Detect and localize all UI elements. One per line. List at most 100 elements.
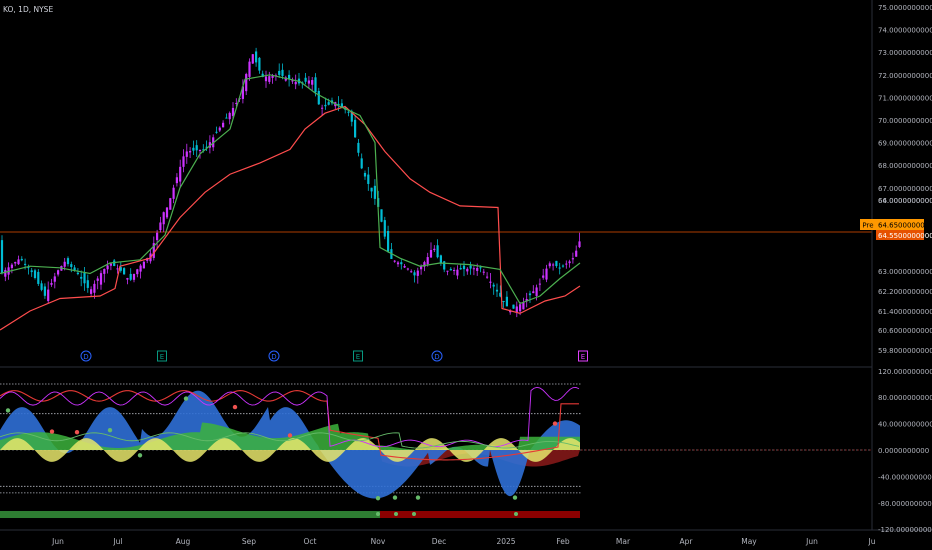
candle-body bbox=[436, 245, 439, 258]
candle-body bbox=[96, 278, 99, 281]
candle-body bbox=[383, 220, 386, 237]
candle-body bbox=[423, 262, 426, 267]
event-marker[interactable]: E bbox=[157, 350, 167, 362]
event-marker[interactable]: D bbox=[268, 350, 280, 362]
candle-body bbox=[532, 291, 535, 294]
candle-body bbox=[129, 273, 132, 280]
candle-body bbox=[235, 102, 238, 104]
slow-ma-line bbox=[0, 105, 581, 331]
candle-body bbox=[80, 276, 83, 279]
candle-body bbox=[482, 271, 485, 273]
candle-body bbox=[172, 187, 175, 199]
oscillator-axis[interactable]: 120.0000000000 80.0000000000 40.0000000000… bbox=[878, 368, 932, 534]
candle-body bbox=[327, 102, 330, 105]
price-tick-label: 74.0000000000 bbox=[878, 27, 932, 35]
candle-body bbox=[555, 260, 558, 267]
candle-body bbox=[192, 147, 195, 151]
osc-tick-label: 0.0000000000 bbox=[878, 447, 929, 455]
time-axis[interactable]: Jun Jul Aug Sep Oct Nov Dec 2025 Feb Mar Apr May Jun… bbox=[51, 537, 876, 546]
candle-body bbox=[43, 286, 46, 296]
candle-body bbox=[502, 301, 505, 303]
candle-body bbox=[261, 73, 264, 77]
candle-body bbox=[4, 269, 7, 277]
event-marker[interactable]: E bbox=[353, 350, 363, 362]
price-tick-label: 70.0000000000 bbox=[878, 117, 932, 125]
last-price-tag: 64.5500000000 bbox=[876, 230, 932, 240]
candle-body bbox=[182, 156, 185, 167]
oscillator-pane[interactable] bbox=[0, 383, 872, 518]
osc-tick-label: -40.0000000000 bbox=[878, 473, 932, 481]
price-tick-label: 75.0000000000 bbox=[878, 4, 932, 12]
candle-body bbox=[185, 151, 188, 157]
time-tick-label: Jun bbox=[51, 537, 64, 546]
candle-body bbox=[27, 267, 30, 269]
candle-body bbox=[304, 77, 307, 82]
candle-body bbox=[50, 283, 53, 285]
candle-body bbox=[156, 232, 159, 241]
candle-body bbox=[350, 111, 353, 122]
candle-body bbox=[426, 257, 429, 265]
candle-body bbox=[509, 310, 512, 313]
candle-body bbox=[545, 268, 548, 280]
price-axis[interactable]: 75.0000000000 74.0000000000 73.0000000000 7… bbox=[878, 4, 932, 355]
pre-price-value: 64.6500000000 bbox=[878, 222, 932, 230]
time-tick-label: Oct bbox=[304, 537, 317, 546]
candle-body bbox=[271, 75, 274, 78]
candle-body bbox=[123, 268, 126, 275]
candle-body bbox=[268, 76, 271, 82]
candle-body bbox=[33, 270, 37, 278]
candle-body bbox=[462, 265, 466, 270]
candle-body bbox=[40, 283, 43, 290]
osc-signal-dot bbox=[552, 421, 558, 426]
candle-body bbox=[189, 151, 192, 153]
candle-body bbox=[228, 112, 231, 120]
candle-body bbox=[476, 268, 479, 271]
event-marker[interactable]: E bbox=[578, 350, 588, 362]
candle-body bbox=[561, 265, 565, 267]
last-price-value: 64.5500000000 bbox=[878, 232, 932, 240]
candle-body bbox=[449, 268, 452, 271]
candle-body bbox=[337, 103, 340, 105]
candle-body bbox=[360, 158, 363, 169]
candle-body bbox=[519, 304, 522, 312]
candle-body bbox=[387, 230, 390, 252]
candle-body bbox=[354, 119, 357, 138]
candle-body bbox=[492, 284, 495, 287]
trend-bar-bearish bbox=[380, 511, 580, 518]
candle-body bbox=[195, 145, 198, 151]
candle-body bbox=[175, 177, 178, 184]
event-marker[interactable]: D bbox=[80, 350, 92, 362]
candle-body bbox=[347, 111, 350, 113]
candle-body bbox=[30, 270, 33, 273]
trend-bar-bullish bbox=[0, 511, 380, 518]
candle-body bbox=[515, 306, 518, 313]
candle-body bbox=[340, 103, 343, 108]
candle-body bbox=[20, 258, 23, 261]
candle-body bbox=[393, 260, 396, 262]
candle-body bbox=[416, 270, 419, 276]
candle-body bbox=[83, 272, 86, 284]
price-tick-label: 66.0000000000 bbox=[878, 197, 932, 205]
event-marker[interactable]: D bbox=[431, 350, 443, 362]
osc-signal-dot bbox=[137, 453, 143, 458]
candle-body bbox=[307, 80, 310, 84]
candle-body bbox=[459, 268, 462, 270]
candle-body bbox=[76, 272, 79, 275]
osc-signal-dot bbox=[375, 495, 381, 501]
candle-body bbox=[472, 268, 475, 270]
candle-body bbox=[512, 304, 515, 309]
price-tick-label: 69.0000000000 bbox=[878, 140, 932, 148]
price-tick-label: 71.0000000000 bbox=[878, 94, 932, 102]
candle-body bbox=[294, 81, 297, 85]
candle-body bbox=[264, 76, 268, 82]
candle-body bbox=[103, 268, 106, 274]
osc-tick-label: -120.0000000000 bbox=[878, 526, 932, 534]
price-pane[interactable] bbox=[0, 47, 872, 331]
time-tick-label: Ju bbox=[868, 537, 876, 546]
price-tick-label: 62.2000000000 bbox=[878, 288, 932, 296]
candle-body bbox=[571, 258, 574, 260]
time-tick-label: Aug bbox=[176, 537, 191, 546]
candle-body bbox=[443, 261, 446, 270]
candle-body bbox=[202, 149, 205, 151]
